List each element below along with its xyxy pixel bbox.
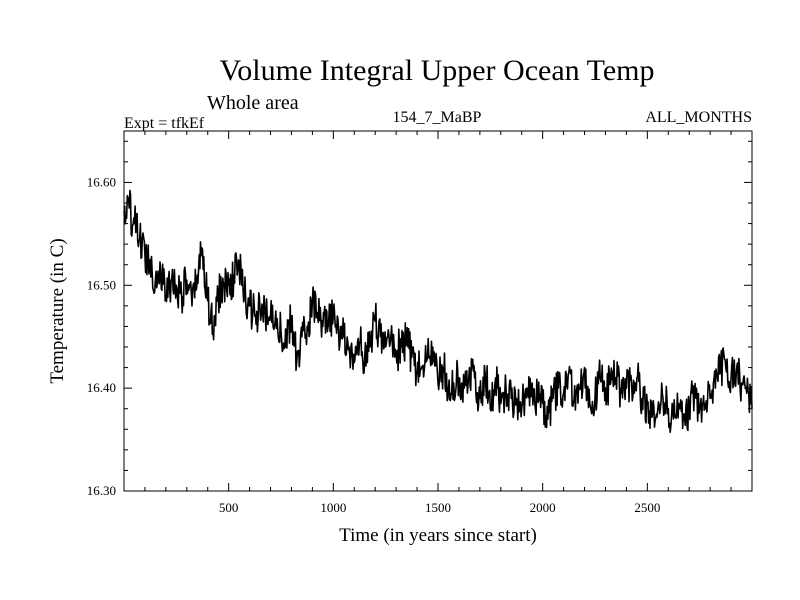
x-tick-label: 1000 bbox=[320, 500, 346, 515]
y-tick-label: 16.50 bbox=[87, 277, 116, 292]
y-tick-label: 16.30 bbox=[87, 483, 116, 498]
dataset-label: 154_7_MaBP bbox=[393, 109, 482, 126]
y-axis-label: Temperature (in C) bbox=[47, 238, 68, 383]
x-tick-label: 2000 bbox=[530, 500, 556, 515]
temperature-series-line bbox=[123, 189, 753, 434]
chart-title: Volume Integral Upper Ocean Temp bbox=[220, 54, 655, 87]
chart-subtitle: Whole area bbox=[207, 92, 299, 114]
experiment-label: Expt = tfkEf bbox=[124, 115, 205, 132]
months-label: ALL_MONTHS bbox=[645, 109, 752, 126]
y-tick-label: 16.60 bbox=[87, 174, 116, 189]
x-axis-label: Time (in years since start) bbox=[339, 525, 537, 546]
x-tick-label: 1500 bbox=[425, 500, 451, 515]
axis-ticks: 500 1000 1500 2000 2500 16.30 16.40 16.50 16.60 bbox=[87, 131, 752, 515]
x-tick-label: 500 bbox=[219, 500, 239, 515]
x-tick-label: 2500 bbox=[634, 500, 660, 515]
y-tick-label: 16.40 bbox=[87, 380, 116, 395]
